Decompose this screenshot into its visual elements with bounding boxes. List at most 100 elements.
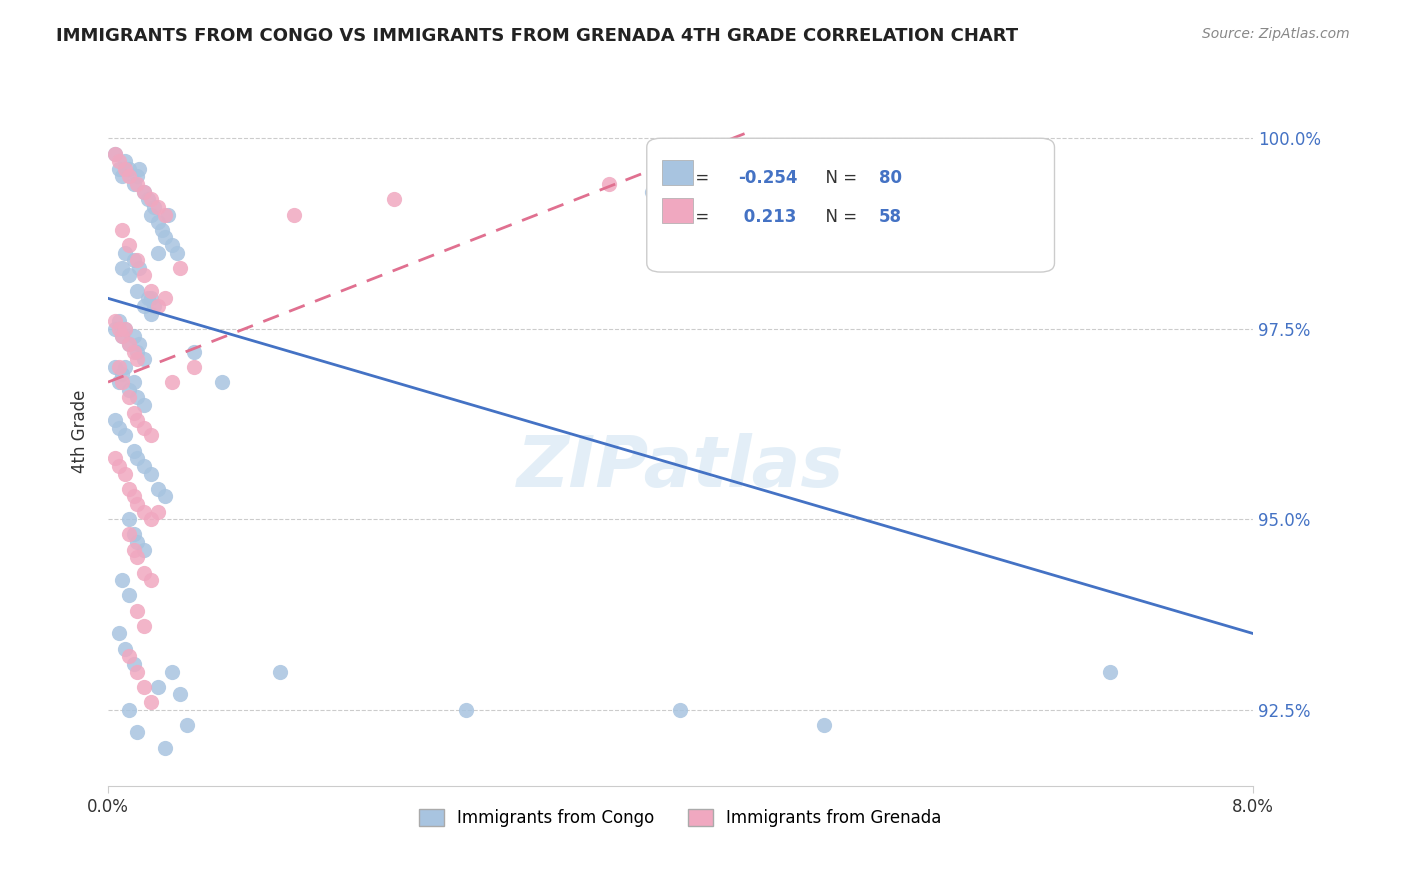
Point <box>139 208 162 222</box>
Point <box>162 238 184 252</box>
Point <box>183 359 205 374</box>
Point <box>111 329 134 343</box>
Point <box>111 375 134 389</box>
Point <box>155 740 177 755</box>
Y-axis label: 4th Grade: 4th Grade <box>72 390 89 474</box>
Point <box>139 291 162 305</box>
Point <box>128 337 150 351</box>
Point <box>111 573 134 587</box>
Point <box>125 497 148 511</box>
Point <box>125 550 148 565</box>
Point <box>108 375 131 389</box>
Point <box>669 703 692 717</box>
Point <box>118 161 141 176</box>
Point <box>122 375 145 389</box>
Point <box>155 230 177 244</box>
Point <box>108 626 131 640</box>
Text: R =: R = <box>668 169 714 187</box>
Point <box>122 657 145 671</box>
Text: 0.213: 0.213 <box>738 208 797 226</box>
Point <box>104 413 127 427</box>
Point <box>139 467 162 481</box>
Point <box>104 314 127 328</box>
Point <box>125 284 148 298</box>
Point <box>125 344 148 359</box>
Point <box>118 649 141 664</box>
Point <box>157 208 180 222</box>
Point <box>146 245 169 260</box>
Point <box>111 368 134 382</box>
Point <box>132 542 155 557</box>
Point <box>884 154 907 169</box>
Point <box>114 322 136 336</box>
Point <box>136 291 159 305</box>
Point <box>454 703 477 717</box>
Point <box>146 680 169 694</box>
Text: 80: 80 <box>879 169 901 187</box>
Point <box>114 641 136 656</box>
Point <box>139 695 162 709</box>
Point <box>146 299 169 313</box>
Point <box>118 383 141 397</box>
Point <box>132 458 155 473</box>
Point <box>139 573 162 587</box>
Point <box>125 665 148 679</box>
Point <box>104 359 127 374</box>
Point <box>283 208 305 222</box>
Text: -0.254: -0.254 <box>738 169 797 187</box>
Point <box>132 268 155 283</box>
Point <box>132 505 155 519</box>
Point <box>132 398 155 412</box>
Point <box>118 588 141 602</box>
Point <box>1098 665 1121 679</box>
Point <box>118 482 141 496</box>
Point <box>111 169 134 184</box>
Point <box>108 359 131 374</box>
Point <box>150 223 173 237</box>
Point <box>125 413 148 427</box>
Point <box>108 458 131 473</box>
Point <box>139 428 162 442</box>
Point <box>108 154 131 169</box>
Point <box>155 208 177 222</box>
Point <box>128 161 150 176</box>
Point <box>142 200 165 214</box>
Point <box>146 482 169 496</box>
Point <box>132 680 155 694</box>
Point <box>118 169 141 184</box>
Legend: Immigrants from Congo, Immigrants from Grenada: Immigrants from Congo, Immigrants from G… <box>412 803 949 834</box>
Point <box>132 566 155 580</box>
Text: N =: N = <box>815 208 863 226</box>
Point <box>139 284 162 298</box>
Point <box>146 215 169 229</box>
Point <box>169 260 191 275</box>
Point <box>104 146 127 161</box>
Text: N =: N = <box>815 169 863 187</box>
Point <box>122 527 145 541</box>
Point <box>132 421 155 435</box>
Point <box>122 329 145 343</box>
Point <box>166 245 188 260</box>
Point <box>118 527 141 541</box>
Point <box>211 375 233 389</box>
Point <box>125 535 148 549</box>
Point <box>128 260 150 275</box>
Point <box>114 322 136 336</box>
Text: Source: ZipAtlas.com: Source: ZipAtlas.com <box>1202 27 1350 41</box>
Point <box>162 665 184 679</box>
Point <box>114 245 136 260</box>
Point <box>146 200 169 214</box>
Point <box>114 359 136 374</box>
Point <box>122 406 145 420</box>
Point <box>183 344 205 359</box>
Point <box>741 161 763 176</box>
Point <box>142 299 165 313</box>
Point <box>132 619 155 633</box>
Point <box>132 352 155 367</box>
Point <box>125 604 148 618</box>
Point <box>641 185 664 199</box>
Point <box>125 352 148 367</box>
Point <box>114 428 136 442</box>
Point <box>598 177 620 191</box>
Point <box>122 443 145 458</box>
